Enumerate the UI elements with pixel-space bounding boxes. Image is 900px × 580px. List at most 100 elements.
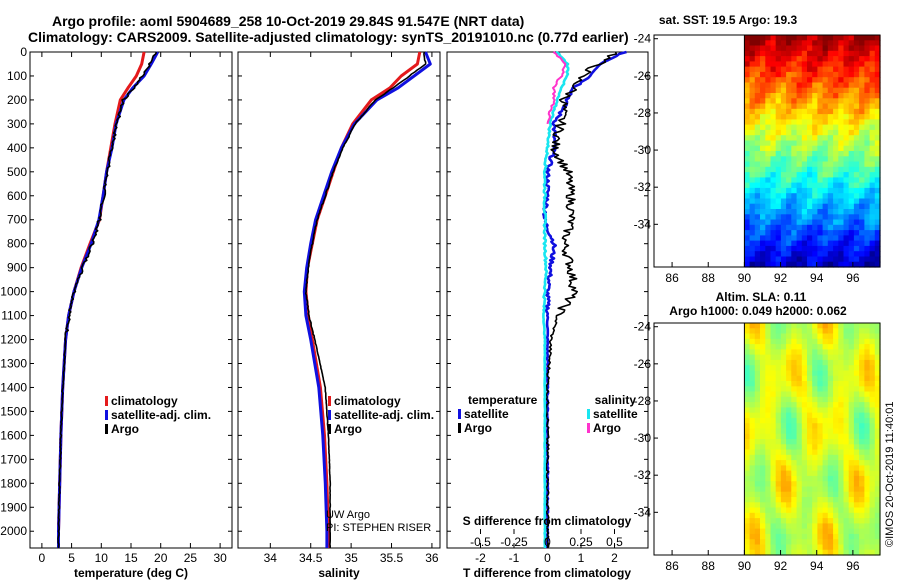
sla-map-cell: [827, 470, 834, 477]
sst-map-cell: [807, 182, 813, 189]
sla-map-cell: [765, 533, 772, 540]
sla-map-cell: [760, 370, 766, 377]
sla-map-cell: [864, 354, 871, 361]
sla-map-cell: [838, 518, 845, 524]
sla-map-cell: [791, 328, 798, 335]
sla-map-cell: [749, 460, 756, 466]
sst-map-cell: [817, 219, 824, 226]
sla-map-cell: [770, 502, 777, 509]
sla-map-cell: [749, 439, 756, 445]
sla-map-cell: [833, 439, 839, 445]
sst-map-cell: [760, 50, 766, 57]
sst-map-cell: [843, 177, 850, 184]
sst-map-cell: [822, 161, 829, 168]
sla-map-cell: [843, 391, 850, 398]
sla-map-cell: [754, 354, 761, 361]
sla-map-cell: [869, 323, 876, 329]
sla-map-cell: [807, 323, 813, 329]
sla-map-cell: [765, 354, 772, 361]
salinity-panel: 34 34.5 35 35.5 36salinityclimatologysatelli…: [237, 51, 441, 580]
sla-map-cell: [853, 407, 860, 414]
sla-map-cell: [874, 428, 881, 435]
sst-map-cell: [869, 203, 876, 210]
sla-map-cell: [801, 359, 808, 366]
sla-map-cell: [765, 486, 772, 493]
sla-map-cell: [807, 465, 813, 472]
sla-map-cell: [833, 523, 839, 530]
sla-map-cell: [817, 417, 824, 424]
sst-map-cell: [838, 71, 845, 78]
sla-map-cell: [744, 523, 751, 530]
sst-map-cell: [833, 124, 839, 131]
sla-map-cell: [833, 465, 839, 472]
sst-map-cell: [796, 245, 803, 252]
sla-map-cell: [786, 475, 792, 482]
sla-map-cell: [827, 433, 834, 440]
sal-xtick-label: 35.5: [380, 551, 404, 565]
sst-map-cell: [869, 35, 876, 41]
sla-map-cell: [796, 481, 803, 488]
sla-map-cell: [817, 344, 824, 350]
sst-map-cell: [754, 114, 761, 120]
sst-map-cell: [780, 98, 787, 105]
sla-map-cell: [864, 349, 871, 356]
sla-map-cell: [786, 402, 792, 408]
sla-map-cell: [770, 549, 777, 556]
sla-map-cell: [874, 486, 881, 493]
sst-map-cell: [833, 177, 839, 184]
sla-map-cell: [786, 391, 792, 398]
sst-map-cell: [765, 129, 772, 136]
sst-map-cell: [791, 193, 798, 200]
sla-map-cell: [754, 423, 761, 430]
sla-map-cell: [765, 375, 772, 382]
sla-map-cell: [775, 344, 782, 350]
sst-map-cell: [807, 66, 813, 73]
sla-map-cell: [807, 417, 813, 424]
diff-xtick-label: 1: [578, 551, 585, 565]
sst-map-cell: [827, 166, 834, 173]
sst-map-cell: [754, 108, 761, 115]
sst-map-cell: [864, 224, 871, 231]
sla-map-cell: [744, 481, 751, 488]
sla-map-cell: [744, 518, 751, 524]
sla-map-cell: [822, 533, 829, 540]
sst-map-cell: [765, 198, 772, 205]
sla-map-cell: [796, 460, 803, 466]
sla-map-cell: [833, 460, 839, 466]
sst-map-cell: [765, 56, 772, 62]
sst-map-cell: [869, 172, 876, 178]
sst-map-cell: [791, 71, 798, 78]
sla-map-cell: [796, 491, 803, 498]
sla-map-cell: [838, 359, 845, 366]
sst-map-cell: [822, 145, 829, 152]
sst-map-cell: [817, 256, 824, 263]
sst-map-cell: [796, 82, 803, 89]
sst-map-cell: [833, 219, 839, 226]
sla-map-cell: [853, 454, 860, 461]
sst-map-cell: [864, 129, 871, 136]
sla-map-cell: [801, 475, 808, 482]
sst-map-cell: [770, 177, 777, 184]
sst-map-cell: [791, 219, 798, 226]
sst-map-cell: [780, 93, 787, 99]
sst-map-cell: [791, 66, 798, 73]
sla-map-cell: [770, 512, 777, 519]
sla-map-cell: [853, 539, 860, 546]
sst-map-cell: [848, 35, 855, 41]
sst-map-cell: [869, 56, 876, 62]
sst-map-cell: [807, 140, 813, 147]
sst-map-cell: [780, 77, 787, 84]
sst-map-ytick-label: -32: [634, 180, 652, 194]
sst-map-cell: [827, 66, 834, 73]
sla-map-cell: [827, 512, 834, 519]
sla-map-cell: [791, 344, 798, 350]
sla-map-cell: [817, 354, 824, 361]
sla-map-cell: [838, 381, 845, 387]
sst-map-cell: [822, 166, 829, 173]
sla-map-cell: [801, 428, 808, 435]
sla-map-cell: [760, 375, 766, 382]
sla-map-cell: [848, 417, 855, 424]
sst-map-cell: [864, 66, 871, 73]
sla-map-cell: [775, 444, 782, 451]
